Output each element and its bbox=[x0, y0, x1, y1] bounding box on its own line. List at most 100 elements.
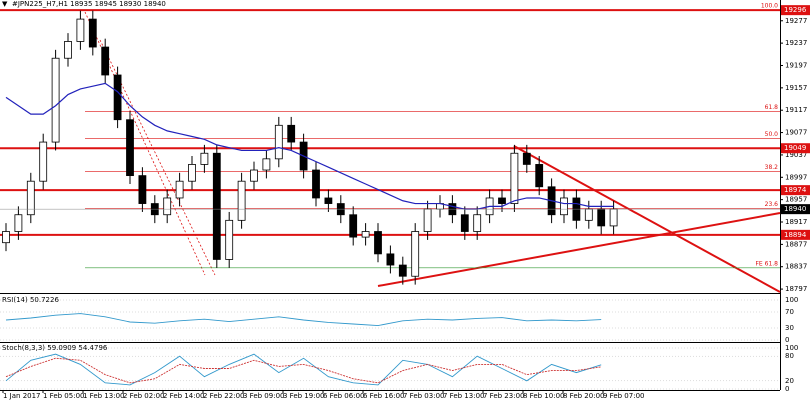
level-label: 19296 bbox=[784, 6, 807, 14]
candle-body bbox=[349, 214, 358, 238]
level-box bbox=[781, 5, 810, 16]
fib-label: 100.0 bbox=[761, 3, 778, 10]
x-tick-label: 9 Feb 07:00 bbox=[603, 392, 644, 400]
y-tick-label: 19077 bbox=[785, 129, 807, 137]
candle-body bbox=[498, 197, 506, 204]
candle-body bbox=[262, 158, 271, 171]
y-tick-label: 19157 bbox=[785, 84, 807, 92]
x-tick-label: 1 Jan 2017 bbox=[3, 392, 41, 400]
candle-body bbox=[64, 41, 72, 59]
level-label: 18974 bbox=[784, 186, 807, 194]
y-tick-label: 19117 bbox=[785, 106, 807, 114]
x-tick-label: 8 Feb 10:00 bbox=[523, 392, 564, 400]
candle-body bbox=[510, 152, 519, 204]
candle-body bbox=[26, 180, 35, 216]
y-tick-label: 20 bbox=[785, 377, 794, 385]
menu-arrow[interactable]: ▼ bbox=[2, 0, 8, 8]
candle-body bbox=[14, 214, 23, 232]
current-price-box bbox=[781, 204, 810, 215]
y-tick-label: 100 bbox=[785, 296, 798, 304]
current-price-label: 18940 bbox=[784, 205, 806, 213]
candle-body bbox=[163, 197, 172, 216]
candle-body bbox=[597, 208, 606, 227]
candle-body bbox=[609, 208, 618, 227]
candle-body bbox=[374, 231, 382, 255]
x-tick-label: 6 Feb 06:00 bbox=[323, 392, 364, 400]
candle-body bbox=[138, 175, 147, 204]
candle-body bbox=[386, 253, 395, 266]
candle-body bbox=[2, 231, 10, 244]
x-tick-label: 7 Feb 13:00 bbox=[443, 392, 484, 400]
y-tick-label: 70 bbox=[785, 308, 794, 316]
candle-body bbox=[39, 141, 48, 182]
x-tick-label: 3 Feb 09:00 bbox=[243, 392, 284, 400]
y-tick-label: 100 bbox=[785, 344, 798, 352]
level-box bbox=[781, 143, 810, 154]
fib-label: FE 61.8 bbox=[755, 260, 778, 267]
y-tick-label: 19037 bbox=[785, 151, 807, 159]
candle-body bbox=[324, 197, 333, 204]
candle-body bbox=[88, 18, 97, 48]
candle-body bbox=[411, 231, 420, 277]
x-tick-label: 1 Feb 05:00 bbox=[43, 392, 84, 400]
candle-body bbox=[188, 164, 196, 182]
x-tick-label: 8 Feb 20:00 bbox=[563, 392, 604, 400]
candle-body bbox=[460, 214, 469, 232]
candle-body bbox=[212, 152, 221, 260]
candle-body bbox=[274, 124, 283, 160]
x-tick-label: 7 Feb 03:00 bbox=[403, 392, 444, 400]
y-tick-label: 0 bbox=[785, 336, 789, 344]
y-tick-label: 19237 bbox=[785, 39, 807, 47]
candle-body bbox=[101, 46, 110, 76]
candle-body bbox=[560, 197, 568, 216]
indicator-line bbox=[5, 313, 602, 327]
y-tick-label: 18797 bbox=[785, 285, 807, 293]
indicator-line bbox=[5, 353, 602, 386]
y-tick-label: 18837 bbox=[785, 263, 807, 271]
x-tick-label: 2 Feb 14:00 bbox=[163, 392, 204, 400]
y-tick-label: 19197 bbox=[785, 61, 807, 69]
level-box bbox=[781, 229, 810, 240]
level-box bbox=[781, 185, 810, 196]
y-tick-label: 30 bbox=[785, 324, 794, 332]
x-tick-label: 2 Feb 02:00 bbox=[123, 392, 164, 400]
candle-body bbox=[584, 208, 593, 221]
candle-body bbox=[113, 74, 122, 121]
candle-body bbox=[126, 119, 134, 177]
fib-label: 38.2 bbox=[765, 164, 779, 171]
y-tick-label: 18917 bbox=[785, 218, 807, 226]
candle-body bbox=[250, 169, 258, 182]
candle-body bbox=[237, 180, 246, 221]
fib-label: 50.0 bbox=[765, 131, 779, 138]
candle-body bbox=[361, 231, 370, 238]
y-tick-label: 80 bbox=[785, 352, 794, 360]
y-tick-label: 18997 bbox=[785, 173, 807, 181]
moving-average bbox=[5, 82, 614, 210]
candle-body bbox=[423, 208, 432, 232]
x-tick-label: 7 Feb 23:00 bbox=[483, 392, 524, 400]
candle-body bbox=[287, 124, 296, 143]
indicator-line bbox=[5, 357, 602, 384]
y-tick-label: 18957 bbox=[785, 196, 807, 204]
y-tick-label: 19277 bbox=[785, 17, 807, 25]
candle-body bbox=[225, 219, 234, 260]
symbol-header: #JPN225_H7,H1 18935 18945 18930 18940 bbox=[12, 0, 166, 8]
trend-line bbox=[377, 212, 781, 287]
candle-body bbox=[398, 264, 407, 277]
fib-label: 61.8 bbox=[765, 104, 779, 111]
x-tick-label: 1 Feb 13:00 bbox=[83, 392, 124, 400]
candle-body bbox=[51, 57, 60, 143]
level-label: 18894 bbox=[784, 231, 807, 239]
candle-body bbox=[175, 180, 184, 199]
candle-body bbox=[76, 18, 85, 42]
y-tick-label: 18877 bbox=[785, 240, 807, 248]
x-tick-label: 3 Feb 19:00 bbox=[283, 392, 324, 400]
x-tick-label: 6 Feb 16:00 bbox=[363, 392, 404, 400]
x-tick-label: 2 Feb 22:00 bbox=[203, 392, 244, 400]
fib-label: 23.6 bbox=[765, 201, 779, 208]
candle-body bbox=[473, 214, 482, 232]
candle-body bbox=[535, 164, 544, 188]
